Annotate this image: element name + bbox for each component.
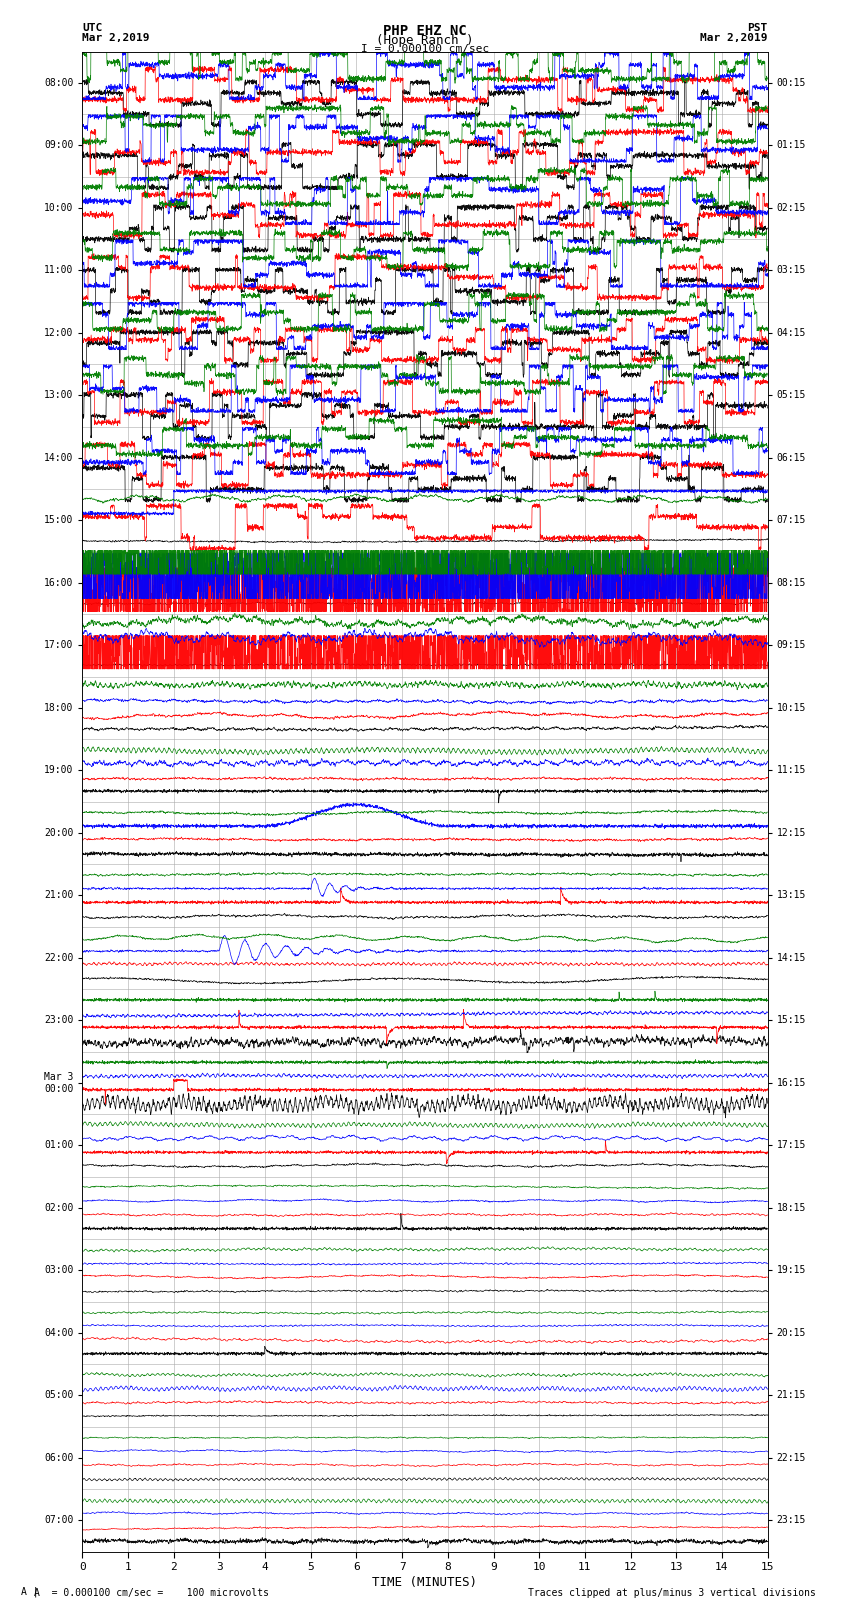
Text: I = 0.000100 cm/sec: I = 0.000100 cm/sec (361, 44, 489, 53)
Text: PST: PST (747, 24, 768, 34)
Text: (Hope Ranch ): (Hope Ranch ) (377, 34, 473, 47)
Text: Mar 2,2019: Mar 2,2019 (82, 32, 150, 44)
Text: PHP EHZ NC: PHP EHZ NC (383, 24, 467, 39)
Text: UTC: UTC (82, 24, 103, 34)
X-axis label: TIME (MINUTES): TIME (MINUTES) (372, 1576, 478, 1589)
Text: A |: A | (21, 1586, 39, 1597)
Text: Mar 2,2019: Mar 2,2019 (700, 32, 768, 44)
Text: A  = 0.000100 cm/sec =    100 microvolts: A = 0.000100 cm/sec = 100 microvolts (34, 1589, 269, 1598)
Text: Traces clipped at plus/minus 3 vertical divisions: Traces clipped at plus/minus 3 vertical … (528, 1589, 816, 1598)
